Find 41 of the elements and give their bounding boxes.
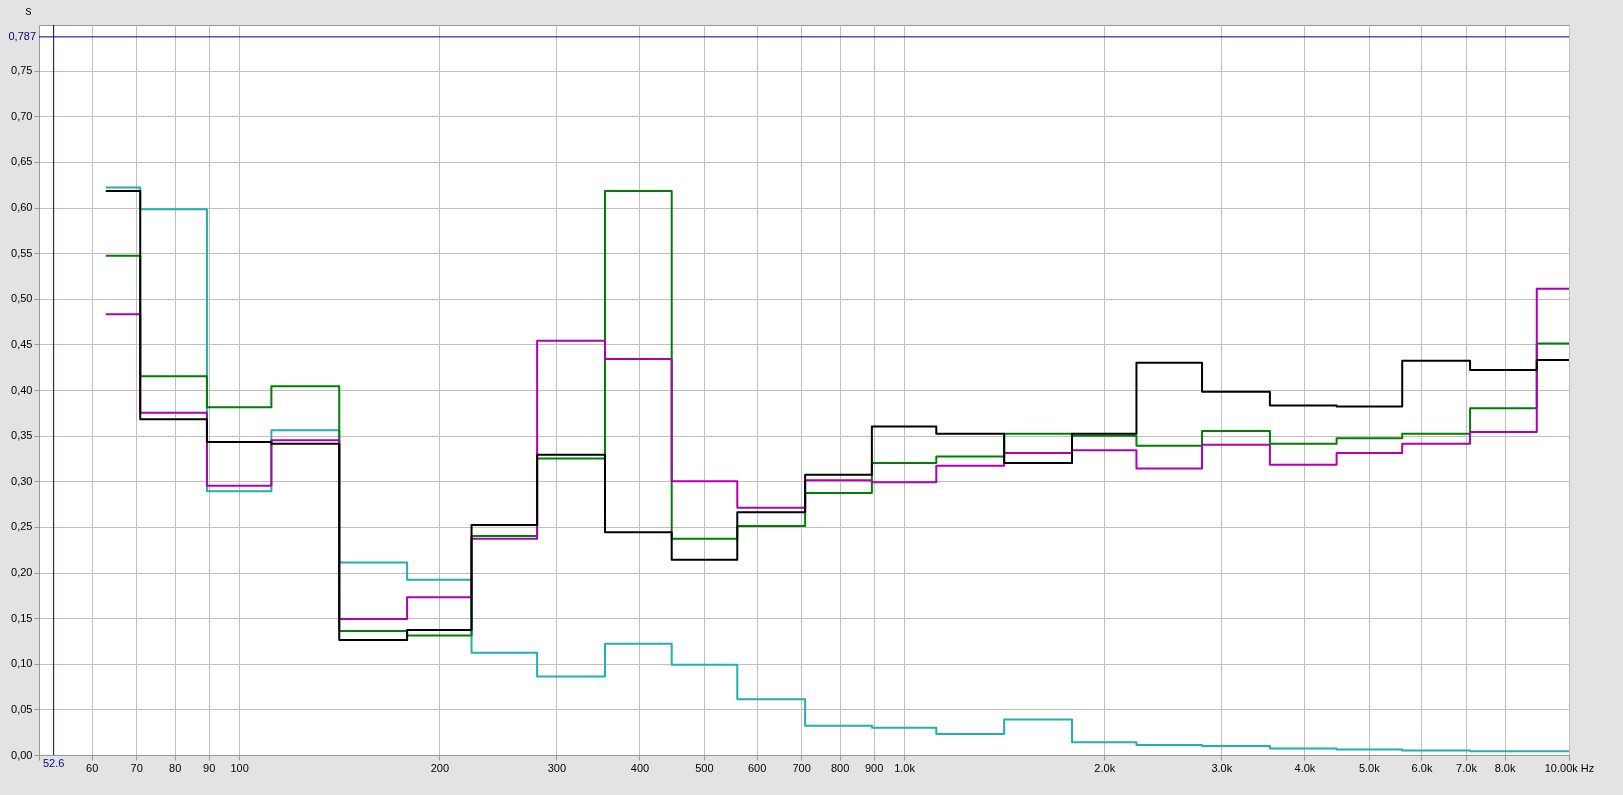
y-tick-label: 0,25 (11, 520, 33, 533)
y-tick-label: 0,60 (11, 201, 33, 213)
x-tick-label: 2.0k (1094, 761, 1116, 774)
y-tick-label: 0,45 (11, 337, 33, 350)
y-tick-label: 0,40 (11, 383, 33, 396)
x-tick-label: 8.0k (1494, 761, 1516, 774)
y-tick-label: 0,70 (11, 109, 33, 122)
x-tick-label: 400 (630, 761, 650, 774)
x-tick-label: 60 (86, 761, 99, 774)
x-tick-label: 300 (547, 761, 567, 774)
x-tick-label: 70 (130, 761, 143, 774)
y-tick-label: 0,05 (11, 702, 33, 715)
y-tick-label: 0,15 (11, 611, 33, 624)
x-tick-label: 10.00k Hz (1544, 761, 1595, 774)
x-tick-label: 90 (203, 761, 216, 774)
x-tick-label: 6.0k (1411, 761, 1433, 774)
y-tick-label: 0,20 (11, 566, 33, 578)
x-tick-label: 80 (169, 761, 182, 774)
y-tick-label: 0,30 (11, 474, 33, 487)
y-tick-label: 0,10 (11, 657, 33, 670)
y-axis-title: s (25, 3, 32, 18)
x-tick-label: 100 (230, 761, 249, 774)
x-tick-label: 200 (430, 761, 449, 774)
x-tick-label: 500 (695, 761, 714, 774)
x-tick-label: 5.0k (1358, 761, 1381, 774)
x-tick-label: 700 (792, 761, 811, 774)
y-tick-label: 0,75 (11, 64, 33, 77)
ref-line-label: 52.6 (42, 757, 65, 769)
x-tick-label: 800 (830, 761, 850, 774)
y-tick-label: 0,00 (11, 748, 33, 761)
y-tick-label: 0,50 (11, 292, 33, 305)
x-tick-label: 600 (747, 761, 767, 774)
x-tick-label: 7.0k (1456, 761, 1478, 774)
ref-line-label: 0,787 (8, 29, 36, 42)
x-tick-label: 4.0k (1294, 761, 1316, 774)
y-tick-label: 0,65 (11, 155, 33, 168)
y-tick-label: 0,35 (11, 429, 33, 442)
x-tick-label: 900 (864, 761, 884, 774)
y-tick-label: 0,55 (11, 246, 33, 259)
x-tick-label: 1.0k (894, 761, 916, 774)
x-tick-label: 3.0k (1211, 761, 1233, 774)
